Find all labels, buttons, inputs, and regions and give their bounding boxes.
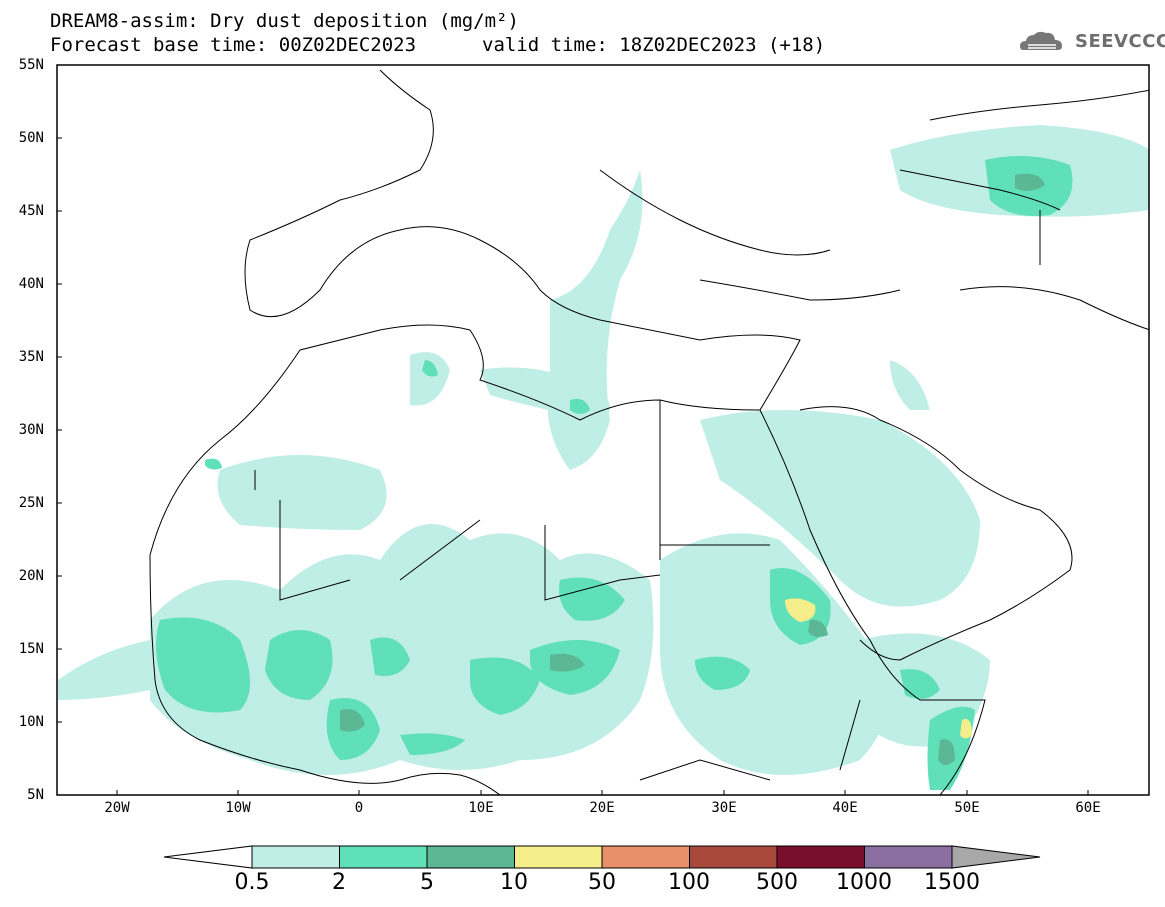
lon-label: 10E bbox=[468, 800, 494, 816]
legend-label: 5 bbox=[420, 870, 434, 895]
forecast-base-time: Forecast base time: 00Z02DEC2023 bbox=[50, 34, 417, 56]
lat-label: 30N bbox=[18, 422, 44, 438]
deposition-level-4 bbox=[785, 598, 972, 739]
lon-label: 50E bbox=[954, 800, 980, 816]
lon-label: 20W bbox=[104, 800, 130, 816]
lon-label: 30E bbox=[711, 800, 737, 816]
lat-label: 40N bbox=[18, 276, 44, 292]
country-borders bbox=[149, 69, 1149, 795]
legend-label: 100 bbox=[668, 870, 710, 895]
lat-label: 20N bbox=[18, 568, 44, 584]
lat-label: 5N bbox=[27, 787, 44, 803]
legend-label: 1500 bbox=[924, 870, 980, 895]
valid-time: valid time: 18Z02DEC2023 (+18) bbox=[482, 34, 826, 56]
lon-label: 60E bbox=[1075, 800, 1101, 816]
lon-label: 40E bbox=[832, 800, 858, 816]
lat-label: 50N bbox=[18, 130, 44, 146]
lat-label: 35N bbox=[18, 349, 44, 365]
legend-label: 1000 bbox=[836, 870, 892, 895]
lat-label: 25N bbox=[18, 495, 44, 511]
lat-label: 10N bbox=[18, 714, 44, 730]
lat-label: 45N bbox=[18, 203, 44, 219]
cloud-logo-icon bbox=[1020, 31, 1062, 50]
axis-ticks bbox=[57, 64, 1089, 795]
legend-label: 2 bbox=[332, 870, 346, 895]
legend-label: 500 bbox=[756, 870, 798, 895]
logo-text: SEEVCCC bbox=[1075, 31, 1165, 52]
deposition-level-3 bbox=[340, 173, 1045, 765]
lon-label: 10W bbox=[225, 800, 251, 816]
lat-label: 15N bbox=[18, 641, 44, 657]
legend-label: 50 bbox=[588, 870, 616, 895]
legend-label: 10 bbox=[500, 870, 528, 895]
lon-label: 20E bbox=[589, 800, 615, 816]
legend-label: 0.5 bbox=[234, 870, 270, 895]
lat-label: 55N bbox=[18, 57, 44, 73]
map-title: DREAM8-assim: Dry dust deposition (mg/m²… bbox=[50, 10, 519, 32]
lon-label: 0 bbox=[354, 800, 364, 816]
